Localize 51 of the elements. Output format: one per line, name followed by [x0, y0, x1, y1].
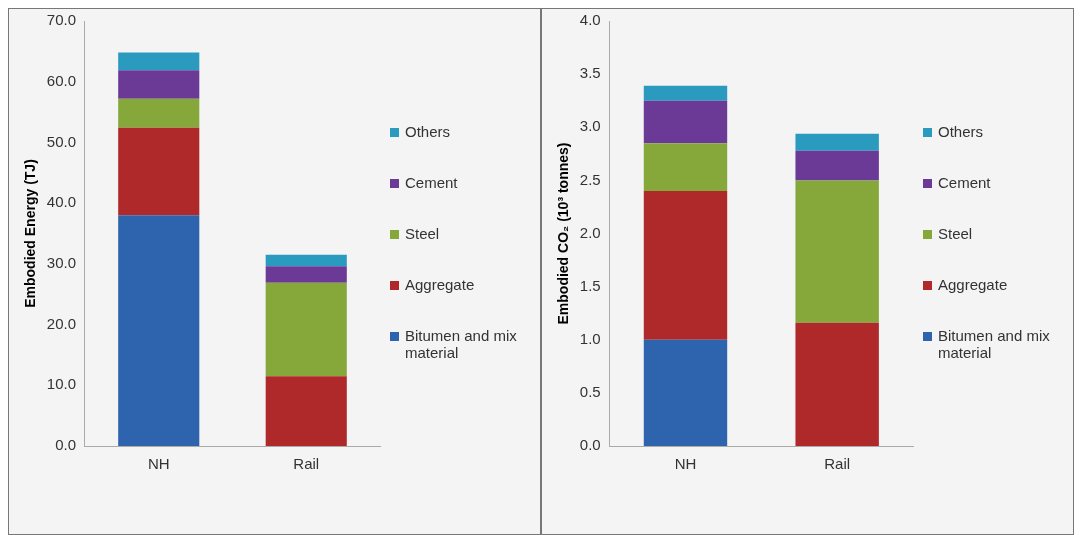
- y-tick-label: 3.5: [579, 64, 601, 82]
- y-tick-label: 40.0: [46, 193, 76, 211]
- y-tick-label: 4.0: [579, 11, 601, 29]
- bar: [265, 282, 347, 377]
- x-tick-label: NH: [674, 455, 697, 473]
- legend-label: Aggregate: [938, 275, 1008, 293]
- y-tick-label: 2.0: [579, 223, 601, 241]
- y-tick-label: 10.0: [46, 375, 76, 393]
- legend-label: Aggregate: [405, 275, 475, 293]
- y-tick-label: 30.0: [46, 254, 76, 271]
- y-axis-title: Embodied CO₂ (10³ tonnes): [555, 142, 572, 325]
- legend-label: Bitumen and mix material: [405, 326, 518, 361]
- bar: [643, 191, 728, 340]
- bar: [118, 127, 200, 216]
- y-tick-label: 60.0: [46, 71, 76, 89]
- y-tick-label: 0.5: [579, 383, 601, 401]
- bar: [643, 100, 728, 144]
- bar: [118, 215, 200, 446]
- x-tick-label: NH: [147, 455, 170, 473]
- legend-label: Steel: [405, 224, 440, 242]
- bar: [643, 339, 728, 446]
- y-tick-label: 50.0: [46, 132, 76, 150]
- bar: [265, 254, 347, 267]
- bar: [265, 376, 347, 446]
- bar: [795, 133, 879, 151]
- bar: [118, 52, 200, 71]
- y-tick-label: 3.0: [579, 117, 601, 135]
- bar: [118, 98, 200, 128]
- legend-label: Cement: [938, 173, 991, 191]
- y-tick-label: 0.0: [55, 436, 76, 454]
- x-tick-label: Rail: [293, 455, 320, 473]
- legend-label: Others: [938, 122, 984, 140]
- bar: [795, 322, 879, 446]
- bar: [643, 85, 728, 101]
- y-tick-label: 1.5: [579, 276, 601, 294]
- legend-label: Cement: [405, 173, 458, 191]
- bar: [118, 70, 200, 99]
- y-tick-label: 70.0: [46, 11, 76, 29]
- legend-label: Steel: [938, 224, 973, 242]
- legend-label: Others: [405, 122, 451, 140]
- y-tick-label: 20.0: [46, 314, 76, 332]
- y-axis-title: Embodied Energy (TJ): [22, 159, 39, 308]
- bar: [795, 150, 879, 181]
- y-tick-label: 1.0: [579, 329, 601, 347]
- bar: [795, 180, 879, 323]
- legend-label: Bitumen and mix material: [938, 326, 1051, 361]
- y-tick-label: 0.0: [579, 436, 601, 454]
- y-tick-label: 2.5: [579, 170, 601, 188]
- bar: [643, 143, 728, 191]
- x-tick-label: Rail: [824, 455, 851, 473]
- bar: [265, 266, 347, 283]
